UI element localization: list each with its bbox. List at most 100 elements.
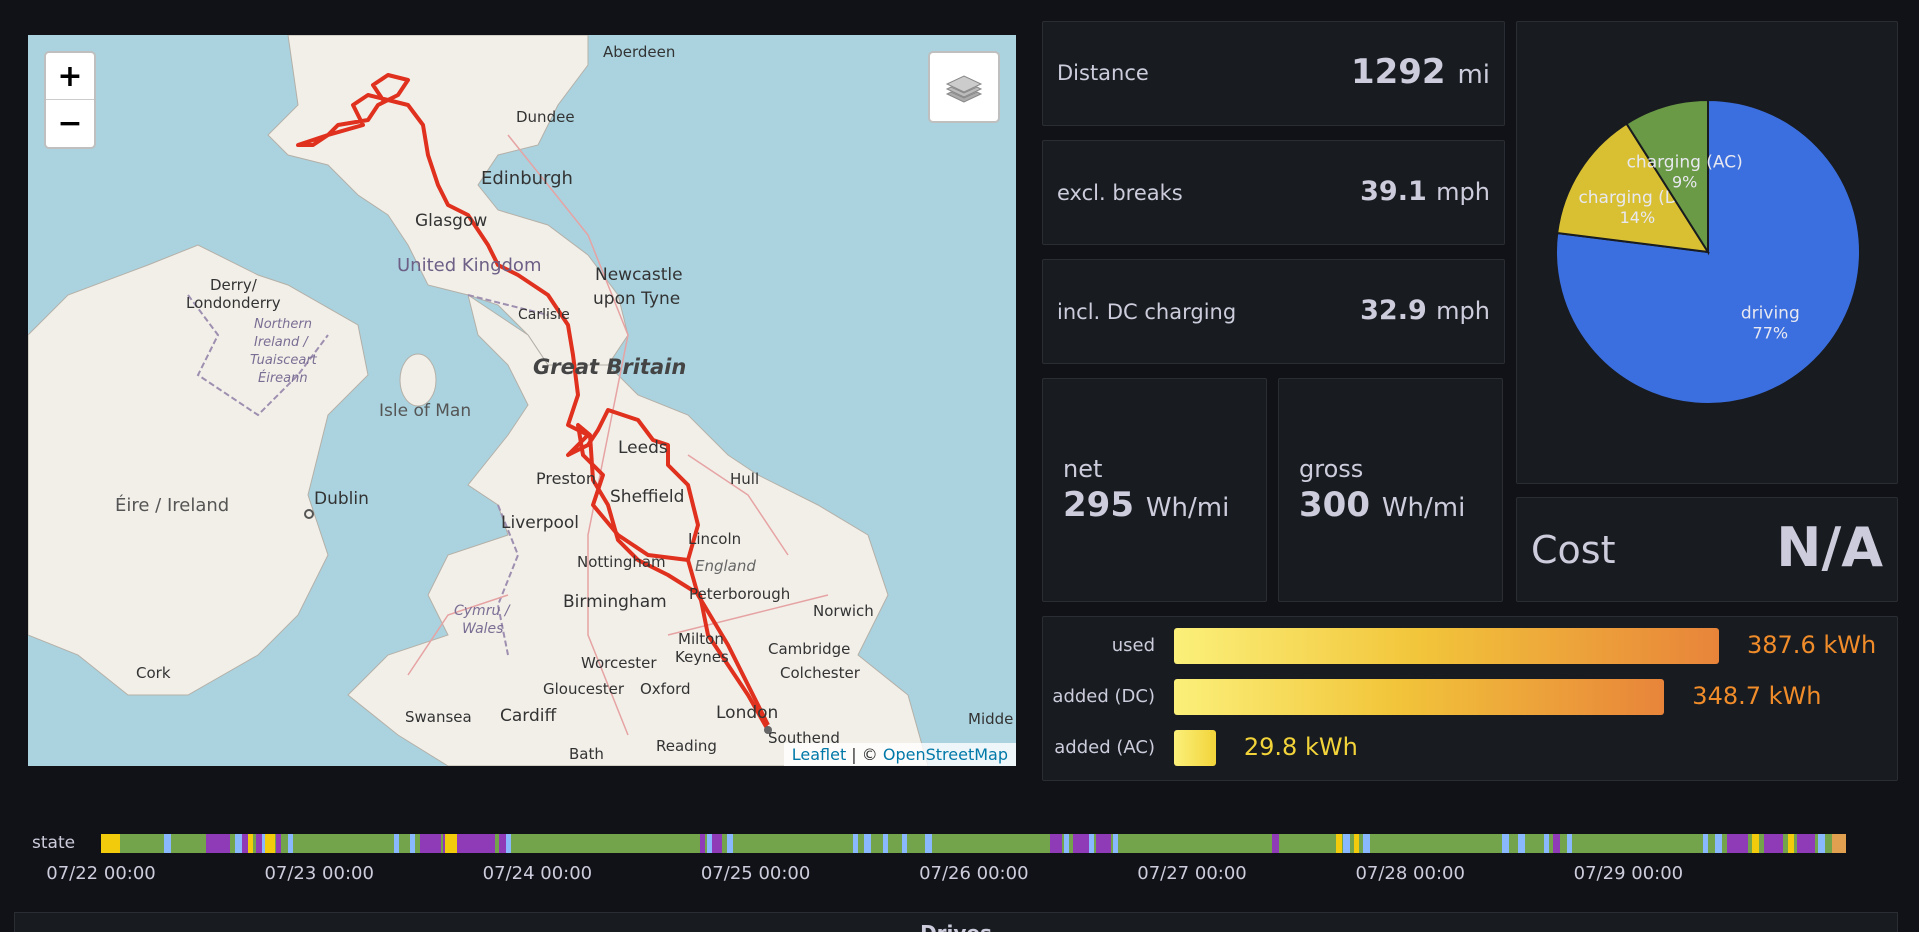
cost-label: Cost xyxy=(1531,528,1616,572)
timeline-segment-charging[interactable] xyxy=(699,834,705,853)
timeline-segment-asleep[interactable] xyxy=(235,834,245,853)
timeline-segment-asleep[interactable] xyxy=(1544,834,1550,853)
timeline-segment-online[interactable] xyxy=(1336,834,1342,853)
pie-slice-charging-ac[interactable] xyxy=(1625,98,1709,256)
timeline-tick: 07/25 00:00 xyxy=(700,863,811,884)
bargauge-bar[interactable] xyxy=(1174,628,1719,664)
timeline-segment-charging[interactable] xyxy=(1727,834,1749,853)
timeline-segment-asleep[interactable] xyxy=(1362,834,1370,853)
pie-label-name: driving xyxy=(1741,304,1800,324)
map-label: Edinburgh xyxy=(481,168,573,189)
attribution-sep: | © xyxy=(846,745,883,764)
timeline-segment-charging[interactable] xyxy=(1797,834,1815,853)
timeline-segment-charging[interactable] xyxy=(242,834,248,853)
timeline-segment-asleep[interactable] xyxy=(1064,834,1070,853)
zoom-out-button[interactable]: − xyxy=(57,106,83,141)
timeline-segment-charging[interactable] xyxy=(1095,834,1112,853)
energy-bargauge-panel: used 387.6 kWh added (DC) 348.7 kWh added (A… xyxy=(1042,616,1898,781)
timeline-segment-charging[interactable] xyxy=(420,834,442,853)
speed-excl-panel: excl. breaks 39.1 mph xyxy=(1042,140,1505,245)
timeline-segment-asleep[interactable] xyxy=(1702,834,1709,853)
timeline-segment-online[interactable] xyxy=(1788,834,1794,853)
timeline-segment-charging[interactable] xyxy=(1271,834,1279,853)
bargauge-bar[interactable] xyxy=(1174,679,1665,715)
timeline-segment-asleep[interactable] xyxy=(409,834,416,853)
map-label: Nottingham xyxy=(577,553,666,571)
map-label: Ireland / xyxy=(254,335,308,350)
layers-button[interactable] xyxy=(928,51,1000,123)
timeline-segment-asleep[interactable] xyxy=(727,834,733,853)
drives-panel: Drives xyxy=(14,912,1898,932)
timeline-segment-asleep[interactable] xyxy=(163,834,171,853)
timeline-segment-asleep[interactable] xyxy=(882,834,888,853)
pie-slice-driving[interactable] xyxy=(1555,98,1861,405)
timeline-segment-asleep[interactable] xyxy=(1517,834,1525,853)
speed-excl-unit: mph xyxy=(1436,178,1490,206)
map-label: Dundee xyxy=(516,108,575,126)
timeline-segment-asleep[interactable] xyxy=(287,834,293,853)
map-label: Cardiff xyxy=(500,706,557,726)
map-label: Worcester xyxy=(581,654,657,672)
bargauge-row: added (AC) 29.8 kWh xyxy=(1043,730,1897,766)
timeline-segment-charging[interactable] xyxy=(275,834,281,853)
bargauge-value: 29.8 kWh xyxy=(1243,733,1358,761)
timeline-segment-asleep[interactable] xyxy=(901,834,908,853)
timeline-segment-charging[interactable] xyxy=(711,834,723,853)
timeline-segment-other[interactable] xyxy=(1832,834,1846,853)
map-label: Newcastle xyxy=(595,265,683,285)
bargauge-bar[interactable] xyxy=(1174,730,1216,766)
timeline-segment-charging[interactable] xyxy=(1763,834,1784,853)
timeline-segment-charging[interactable] xyxy=(456,834,496,853)
timeline-segment-online[interactable] xyxy=(247,834,253,853)
net-number: 295 xyxy=(1063,485,1134,525)
timeline-segment-online[interactable] xyxy=(101,834,121,853)
timeline-segment-asleep[interactable] xyxy=(1566,834,1573,853)
timeline-segment-asleep[interactable] xyxy=(924,834,932,853)
trip-map[interactable]: Aberdeen Dundee Edinburgh Glasgow United… xyxy=(28,35,1016,766)
bargauge-value: 387.6 kWh xyxy=(1747,631,1877,659)
distance-unit: mi xyxy=(1457,60,1490,90)
timeline-segment-asleep[interactable] xyxy=(1818,834,1826,853)
timeline-tick: 07/24 00:00 xyxy=(482,863,593,884)
timeline-segment-online[interactable] xyxy=(265,834,276,853)
cost-value: N/A xyxy=(1776,516,1883,579)
state-timeline[interactable] xyxy=(101,834,1846,853)
pie-slice-charging-dc[interactable] xyxy=(1556,122,1710,254)
timeline-segment-asleep[interactable] xyxy=(1502,834,1510,853)
timeline-segment-charging[interactable] xyxy=(1072,834,1089,853)
timeline-segment-asleep[interactable] xyxy=(1113,834,1119,853)
distance-panel: Distance 1292 mi xyxy=(1042,21,1505,126)
timeline-segment-charging[interactable] xyxy=(205,834,231,853)
leaflet-link[interactable]: Leaflet xyxy=(791,745,847,764)
map-label: Bath xyxy=(569,745,604,763)
timeline-segment-online[interactable] xyxy=(1353,834,1360,853)
timeline-segment-charging[interactable] xyxy=(1050,834,1063,853)
timeline-tick: 07/27 00:00 xyxy=(1137,863,1247,884)
timeline-segment-online[interactable] xyxy=(1751,834,1759,853)
timeline-segment-asleep[interactable] xyxy=(394,834,400,853)
gross-unit: Wh/mi xyxy=(1381,493,1466,523)
gross-consumption-panel: gross 300 Wh/mi xyxy=(1278,378,1503,602)
bargauge-label: added (AC) xyxy=(1054,737,1155,758)
timeline-segment-charging[interactable] xyxy=(498,834,510,853)
net-consumption-panel: net 295 Wh/mi xyxy=(1042,378,1267,602)
timeline-segment-asleep[interactable] xyxy=(706,834,714,853)
timeline-segment-charging[interactable] xyxy=(256,834,266,853)
speed-excl-label: excl. breaks xyxy=(1057,181,1183,205)
map-label: Glasgow xyxy=(415,211,488,231)
zoom-in-button[interactable]: + xyxy=(46,53,94,100)
timeline-segment-asleep[interactable] xyxy=(1088,834,1094,853)
timeline-segment-asleep[interactable] xyxy=(853,834,859,853)
distance-number: 1292 xyxy=(1350,52,1446,92)
cost-panel: Cost N/A xyxy=(1516,497,1898,602)
timeline-tick: 07/23 00:00 xyxy=(264,863,374,884)
osm-link[interactable]: OpenStreetMap xyxy=(882,745,1008,764)
timeline-segment-asleep[interactable] xyxy=(863,834,871,853)
timeline-segment-asleep[interactable] xyxy=(1715,834,1723,853)
timeline-segment-asleep[interactable] xyxy=(505,834,512,853)
timeline-segment-online[interactable] xyxy=(444,834,457,853)
speed-incl-panel: incl. DC charging 32.9 mph xyxy=(1042,259,1505,364)
timeline-tick: 07/28 00:00 xyxy=(1355,863,1465,884)
timeline-segment-charging[interactable] xyxy=(1552,834,1560,853)
timeline-segment-asleep[interactable] xyxy=(1343,834,1351,853)
